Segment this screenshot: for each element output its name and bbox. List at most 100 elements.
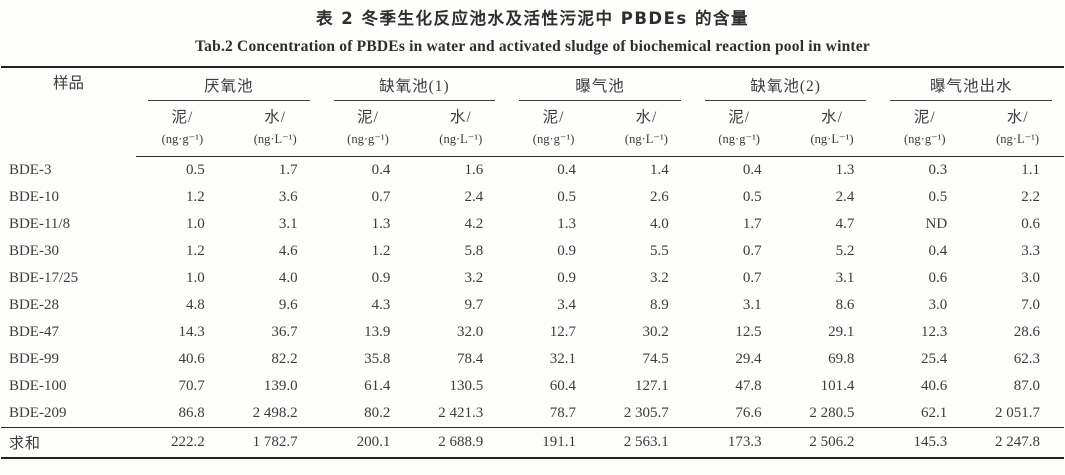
value-cell: 0.6 <box>1021 216 1041 232</box>
value-cell: 0.4 <box>742 162 762 178</box>
subheader-water: 水/ <box>264 109 287 126</box>
value-cell: 1.4 <box>650 162 669 178</box>
value-cell: 0.4 <box>928 243 948 259</box>
table-head: 样品 厌氧池 缺氧池(1) 曝气池 缺氧池(2) 曝气池出水 泥/ 水/ 泥/ … <box>1 67 1065 157</box>
value-cell: 80.2 <box>364 405 391 421</box>
value-cell: 7.0 <box>1021 297 1041 313</box>
value-cell: 0.5 <box>928 189 948 205</box>
value-cell: 62.3 <box>1013 351 1041 367</box>
value-cell: 1.0 <box>186 270 205 286</box>
table-title-english: Tab.2 Concentration of PBDEs in water an… <box>195 38 870 55</box>
value-cell: 2.2 <box>1021 189 1041 205</box>
value-cell: 1.1 <box>1021 162 1041 178</box>
value-cell: 2 305.7 <box>623 405 669 421</box>
value-cell: 0.5 <box>742 189 762 205</box>
sample-cell: BDE-209 <box>8 405 67 421</box>
value-cell: 3.4 <box>557 297 576 313</box>
value-cell: 3.1 <box>278 216 298 232</box>
sum-label-cell: 求和 <box>0 427 136 459</box>
unit-water: (ng·L⁻¹) <box>414 128 508 157</box>
sample-cell: BDE-100 <box>8 378 67 394</box>
value-cell: 30.2 <box>642 324 669 340</box>
subheader-water: 水/ <box>635 109 658 126</box>
value-cell: 3.3 <box>1021 243 1041 259</box>
sample-cell: BDE-47 <box>8 324 59 340</box>
value-cell: 2 498.2 <box>252 405 298 421</box>
table-row: BDE-17/25 1.0 4.0 0.9 3.2 0.9 3.2 0.7 3.… <box>1 265 1064 292</box>
group-header-anoxic-1: 缺氧池(1) <box>322 67 508 101</box>
sum-value-cell: 2 688.9 <box>414 427 508 459</box>
value-cell: 25.4 <box>920 351 948 367</box>
value-cell: 139.0 <box>263 378 298 394</box>
value-cell: 0.4 <box>371 162 391 178</box>
sum-value-cell: 145.3 <box>878 427 972 459</box>
subheader-sludge: 泥/ <box>542 109 565 126</box>
table-body: BDE-3 0.5 1.7 0.4 1.6 0.4 1.4 0.4 1.3 0.… <box>1 157 1064 428</box>
value-cell: 62.1 <box>920 405 948 421</box>
table-foot: 求和 222.2 1 782.7 200.1 2 688.9 191.1 2 5… <box>0 427 1065 459</box>
sample-cell: BDE-11/8 <box>8 216 71 232</box>
value-cell: 5.5 <box>650 243 669 259</box>
value-cell: 29.4 <box>735 351 762 367</box>
sample-cell: BDE-30 <box>8 243 59 259</box>
sum-value-cell: 2 247.8 <box>971 427 1065 459</box>
subheader-sludge: 泥/ <box>171 109 194 126</box>
sum-row: 求和 222.2 1 782.7 200.1 2 688.9 191.1 2 5… <box>0 427 1065 459</box>
value-cell: 3.0 <box>1021 270 1041 286</box>
sample-cell: BDE-17/25 <box>8 270 79 286</box>
value-cell: 0.9 <box>557 243 576 259</box>
unit-sludge: (ng·g⁻¹) <box>878 128 972 157</box>
subheader-sludge: 泥/ <box>913 109 936 126</box>
value-cell: 0.4 <box>557 162 576 178</box>
value-cell: 14.3 <box>178 324 205 340</box>
group-label: 缺氧池(2) <box>704 71 867 101</box>
table-row: BDE-47 14.3 36.7 13.9 32.0 12.7 30.2 12.… <box>1 319 1064 346</box>
table-row: BDE-10 1.2 3.6 0.7 2.4 0.5 2.6 0.5 2.4 0… <box>1 184 1064 211</box>
sum-value-cell: 191.1 <box>507 427 600 459</box>
value-cell: 0.6 <box>928 270 948 286</box>
unit-water: (ng·L⁻¹) <box>971 128 1065 157</box>
group-header-row: 样品 厌氧池 缺氧池(1) 曝气池 缺氧池(2) 曝气池出水 <box>1 67 1064 101</box>
table-row: BDE-30 1.2 4.6 1.2 5.8 0.9 5.5 0.7 5.2 0… <box>1 238 1064 265</box>
value-cell: 4.3 <box>371 297 391 313</box>
value-cell: 12.5 <box>735 324 762 340</box>
value-cell: 3.1 <box>742 297 762 313</box>
value-cell: 47.8 <box>735 378 762 394</box>
value-cell: 1.3 <box>371 216 391 232</box>
value-cell: 9.7 <box>464 297 484 313</box>
pbde-concentration-table: 样品 厌氧池 缺氧池(1) 曝气池 缺氧池(2) 曝气池出水 泥/ 水/ 泥/ … <box>0 66 1065 459</box>
group-label: 缺氧池(1) <box>333 71 496 101</box>
value-cell: 36.7 <box>271 324 298 340</box>
value-cell: 130.5 <box>449 378 484 394</box>
sample-cell: BDE-28 <box>8 297 59 313</box>
sum-value-cell: 200.1 <box>321 427 415 459</box>
value-cell: 8.9 <box>650 297 669 313</box>
sample-column-header: 样品 <box>52 75 84 92</box>
value-cell: 87.0 <box>1013 378 1041 394</box>
value-cell: 78.4 <box>456 351 484 367</box>
value-cell: 40.6 <box>178 351 205 367</box>
value-cell: 69.8 <box>828 351 855 367</box>
subheader-water: 水/ <box>1006 109 1029 126</box>
subheader-water: 水/ <box>449 109 472 126</box>
value-cell: 0.9 <box>371 270 391 286</box>
unit-water: (ng·L⁻¹) <box>599 128 693 157</box>
value-cell: 9.6 <box>278 297 298 313</box>
unit-sludge: (ng·g⁻¹) <box>507 128 600 157</box>
sample-cell: BDE-3 <box>8 161 52 178</box>
value-cell: 1.0 <box>186 216 205 232</box>
value-cell: 2.4 <box>835 189 855 205</box>
value-cell: 1.2 <box>371 243 391 259</box>
unit-water: (ng·L⁻¹) <box>785 128 879 157</box>
value-cell: 3.0 <box>928 297 948 313</box>
value-cell: 2.6 <box>650 189 669 205</box>
table-title-chinese: 表 2 冬季生化反应池水及活性污泥中 PBDEs 的含量 <box>316 9 749 28</box>
value-cell: 3.1 <box>835 270 855 286</box>
value-cell: 4.8 <box>186 297 205 313</box>
value-cell: 1.7 <box>742 216 762 232</box>
value-cell: 5.8 <box>464 243 484 259</box>
value-cell: 3.2 <box>464 270 484 286</box>
group-header-anoxic-2: 缺氧池(2) <box>693 67 879 101</box>
sum-value-cell: 1 782.7 <box>228 427 322 459</box>
group-header-anaerobic: 厌氧池 <box>136 67 322 101</box>
